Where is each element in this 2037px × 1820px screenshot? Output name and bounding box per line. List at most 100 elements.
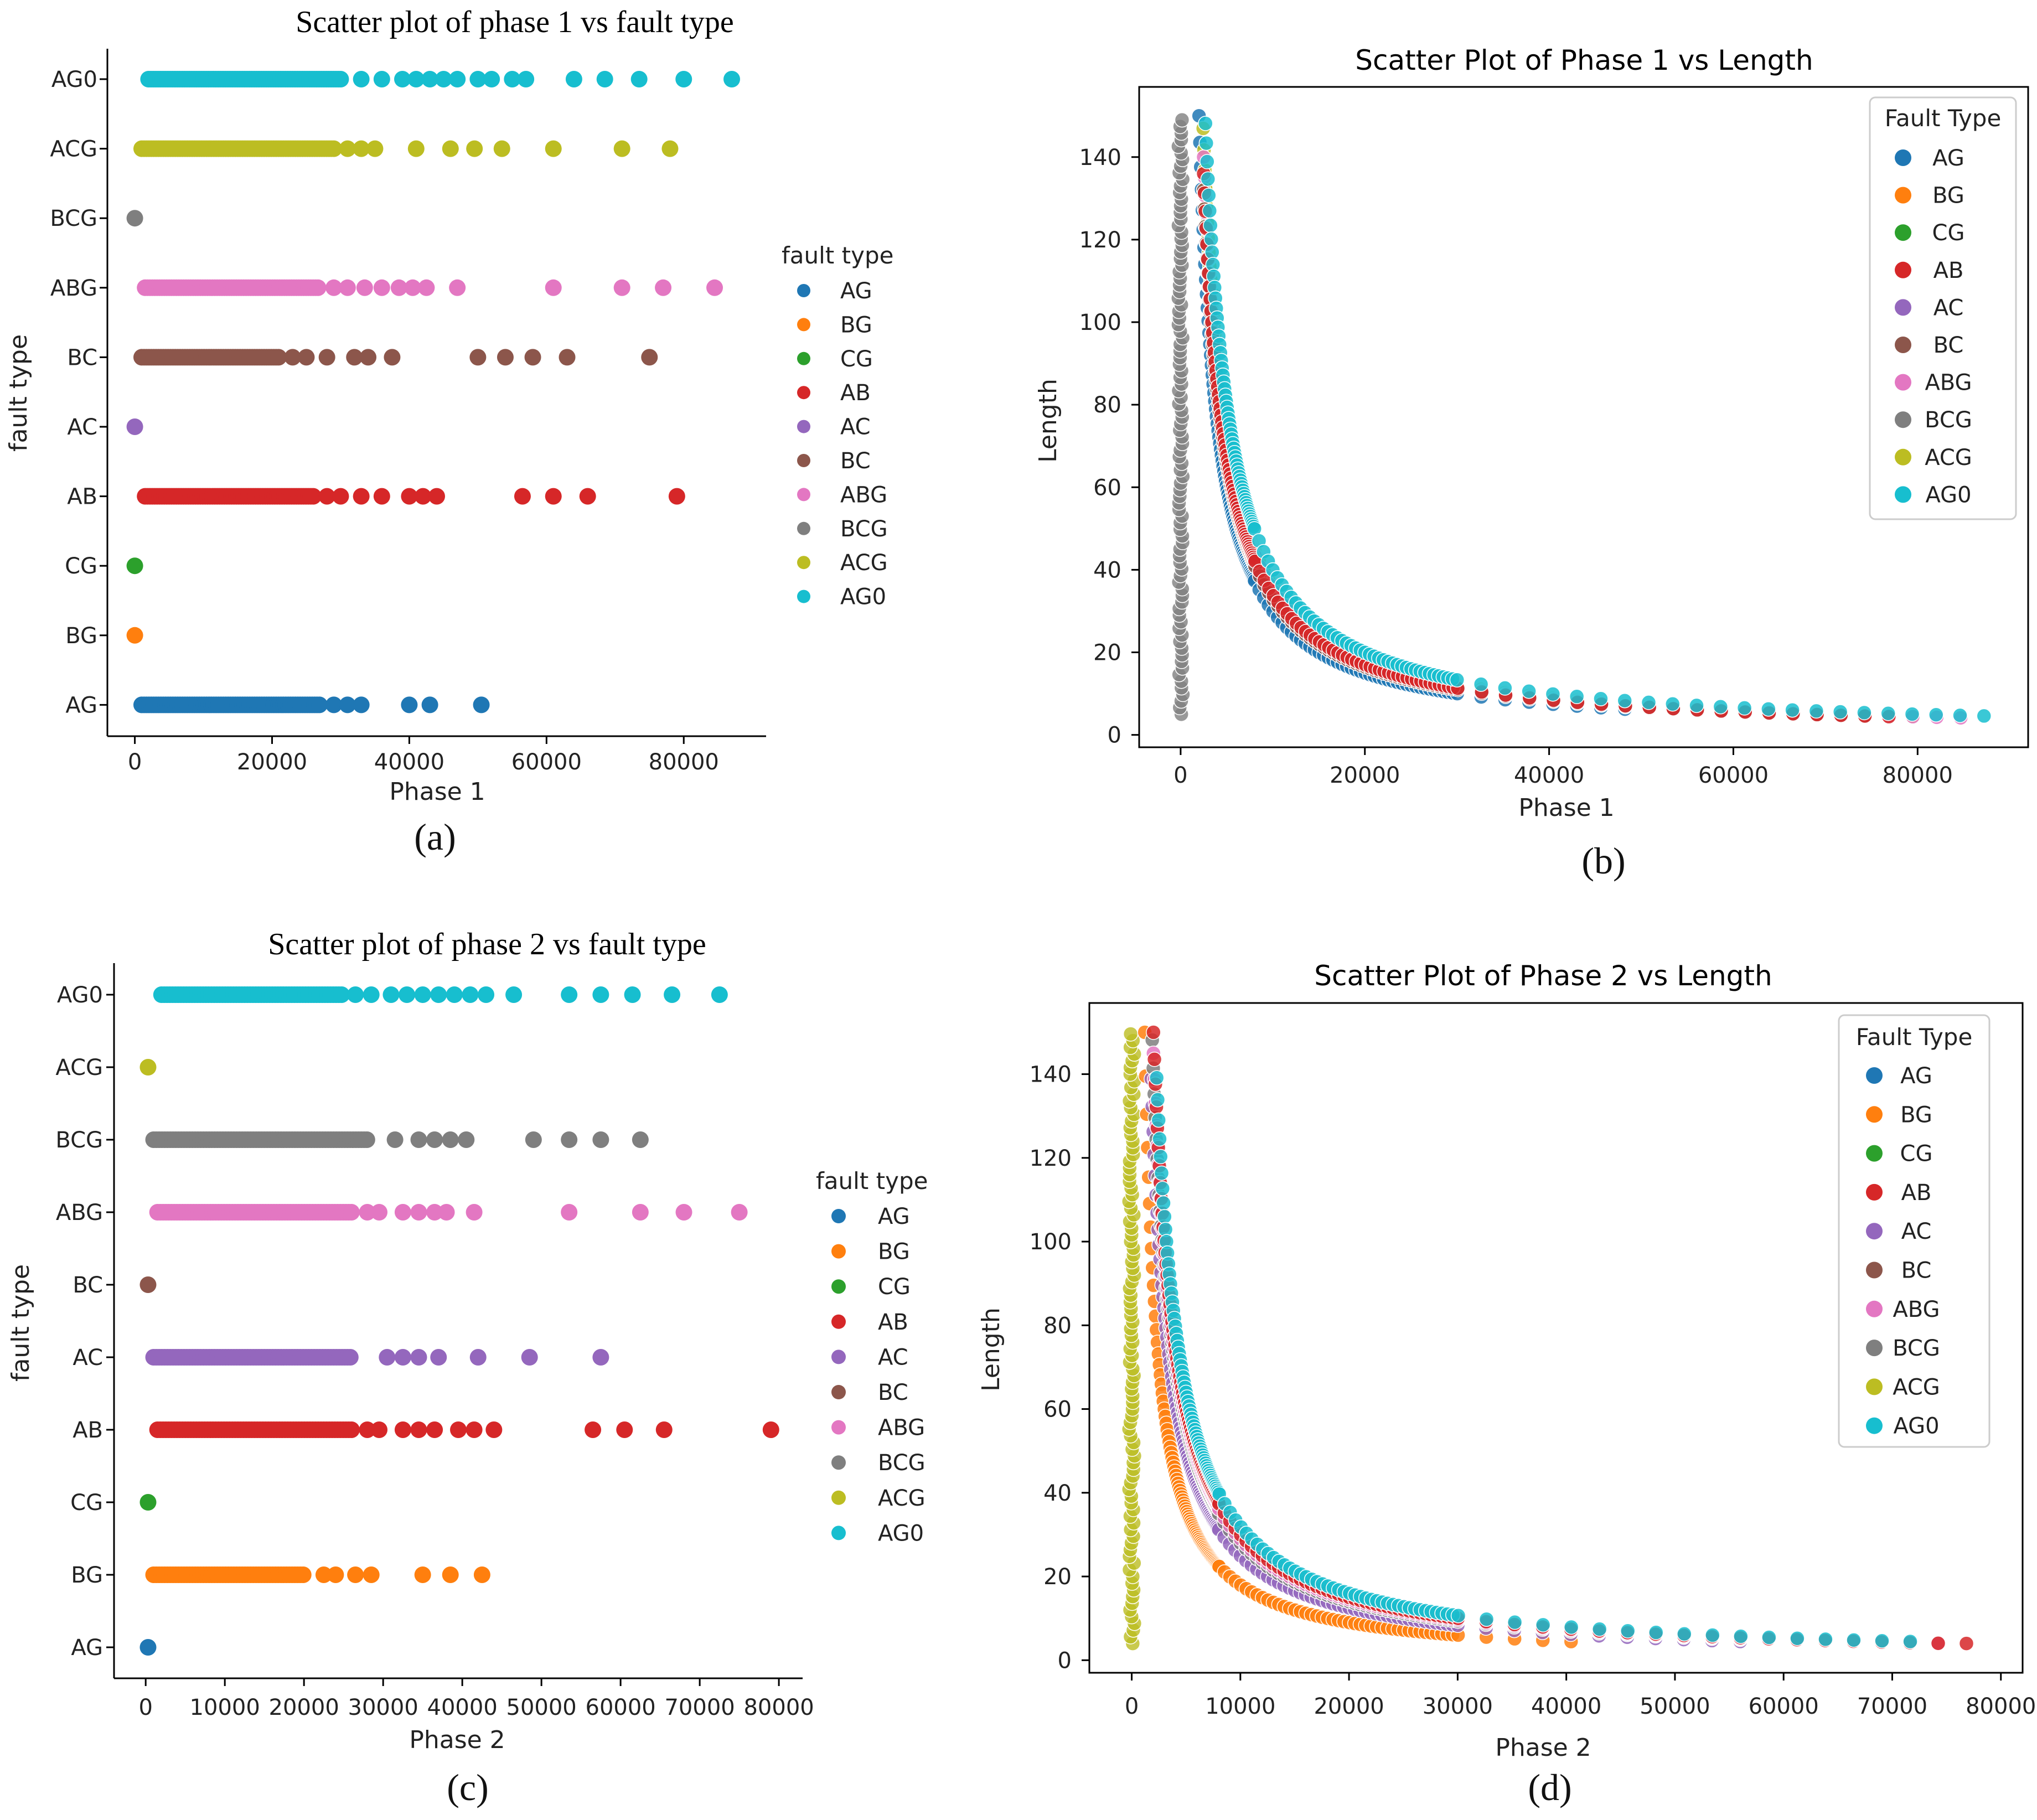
data-point-bcg <box>442 1131 459 1148</box>
legend-label-bcg: BCG <box>1893 1336 1940 1361</box>
legend-label-bcg: BCG <box>1925 407 1972 433</box>
data-point-ag0 <box>1545 686 1561 702</box>
data-point-ab <box>466 1421 483 1438</box>
data-point-ag0 <box>382 986 400 1003</box>
data-point-ag0 <box>664 986 681 1003</box>
data-point-ag0 <box>1808 703 1824 719</box>
data-point-ag0 <box>332 71 349 87</box>
data-point-bg <box>414 1566 431 1583</box>
data-point-abg <box>343 1204 360 1221</box>
legend-marker-bg <box>1866 1106 1883 1123</box>
data-point-ab <box>655 1421 673 1438</box>
data-point-ag <box>421 696 438 713</box>
data-point-abg <box>426 1204 443 1221</box>
data-point-acg <box>325 140 343 157</box>
legend-label-bg: BG <box>878 1239 910 1265</box>
data-point-ag0 <box>1200 154 1215 169</box>
data-point-ag0 <box>1952 707 1968 723</box>
legend-marker-cg <box>797 351 810 365</box>
data-point-ag0 <box>1152 1131 1167 1147</box>
y-tick-label: BG <box>71 1563 103 1588</box>
data-point-abg <box>394 1204 411 1221</box>
legend-marker-ab <box>1895 261 1911 278</box>
legend-label-bcg: BCG <box>840 516 888 542</box>
data-point-ab <box>343 1421 360 1438</box>
legend-marker-bcg <box>1895 411 1911 428</box>
data-point-ag0 <box>711 986 728 1003</box>
y-tick-label: 60 <box>1043 1397 1072 1423</box>
data-point-ag0 <box>1736 700 1752 716</box>
y-tick-label: BC <box>73 1273 103 1298</box>
legend-marker-bc <box>1895 337 1911 353</box>
data-point-bcg <box>525 1131 542 1148</box>
data-point-ab <box>428 488 445 505</box>
data-point-ac <box>379 1349 396 1366</box>
data-point-bc <box>284 349 301 366</box>
legend-marker-acg <box>1895 448 1911 466</box>
x-tick-label: 20000 <box>237 749 307 775</box>
data-point-bg <box>126 627 143 644</box>
data-point-ab <box>1930 1635 1946 1651</box>
data-point-ag <box>311 696 328 713</box>
data-point-ag0 <box>1904 706 1920 722</box>
data-point-ag0 <box>596 71 613 87</box>
panel-caption: (d) <box>1528 1766 1571 1808</box>
y-axis-label: fault type <box>7 1264 35 1382</box>
legend-marker-ag0 <box>797 590 810 603</box>
data-point-ab <box>401 488 418 505</box>
y-tick-label: ACG <box>55 1055 103 1080</box>
legend-marker-ab <box>831 1314 846 1329</box>
legend-label-abg: ABG <box>840 482 887 508</box>
legend-marker-ag0 <box>1895 486 1911 503</box>
legend-label-abg: ABG <box>1893 1297 1940 1322</box>
data-point-ag0 <box>1202 203 1218 219</box>
data-point-ab <box>514 488 531 505</box>
data-point-abg <box>309 279 327 296</box>
data-point-ab <box>585 1421 602 1438</box>
data-point-ag0 <box>1155 1181 1171 1196</box>
legend-marker-cg <box>1866 1145 1883 1162</box>
data-point-ab <box>545 488 562 505</box>
legend-marker-ac <box>1895 299 1911 316</box>
data-point-ag0 <box>504 71 521 87</box>
data-point-ag0 <box>1976 708 1992 724</box>
data-point-ab <box>1958 1636 1974 1651</box>
data-point-bg <box>315 1566 332 1583</box>
y-tick-label: BCG <box>50 206 97 231</box>
data-point-bg <box>363 1566 380 1583</box>
data-point-ag0 <box>1785 702 1800 718</box>
data-point-ag0 <box>1790 1631 1805 1646</box>
data-point-ac <box>342 1349 359 1366</box>
legend-marker-acg <box>831 1490 846 1505</box>
x-tick-label: 30000 <box>1423 1694 1493 1719</box>
y-tick-label: 40 <box>1043 1481 1072 1506</box>
panel-a-phase1-vs-fault-type: Scatter plot of phase 1 vs fault type 0 2… <box>4 5 893 858</box>
data-point-bc <box>360 349 377 366</box>
data-point-ag0 <box>1761 701 1776 717</box>
legend-label-ab: AB <box>1933 258 1964 283</box>
data-point-cg <box>126 557 143 575</box>
data-point-ab <box>1146 1025 1161 1040</box>
legend-label-ag0: AG0 <box>1925 482 1971 508</box>
legend-label-ag: AG <box>878 1204 910 1229</box>
y-tick-label: 0 <box>1108 723 1121 748</box>
data-point-bc <box>346 349 363 366</box>
data-point-bcg <box>126 210 143 227</box>
data-point-ag0 <box>1928 707 1944 723</box>
legend-marker-ab <box>797 386 810 400</box>
y-tick-label: BG <box>65 623 97 649</box>
x-tick-label: 80000 <box>1883 763 1953 788</box>
y-tick-label: AG0 <box>57 983 103 1008</box>
legend-label-acg: ACG <box>878 1486 926 1511</box>
y-tick-label: AG <box>65 692 97 718</box>
legend-label-ab: AB <box>878 1310 908 1335</box>
data-point-ab <box>371 1421 388 1438</box>
data-point-ag0 <box>1449 672 1465 687</box>
data-point-ag0 <box>1880 706 1896 721</box>
data-point-bg <box>347 1566 364 1583</box>
y-tick-label: AB <box>73 1418 103 1443</box>
data-point-bc <box>270 349 287 366</box>
data-point-abg <box>390 279 407 296</box>
y-tick-label: 100 <box>1030 1229 1072 1255</box>
data-point-abg <box>410 1204 427 1221</box>
